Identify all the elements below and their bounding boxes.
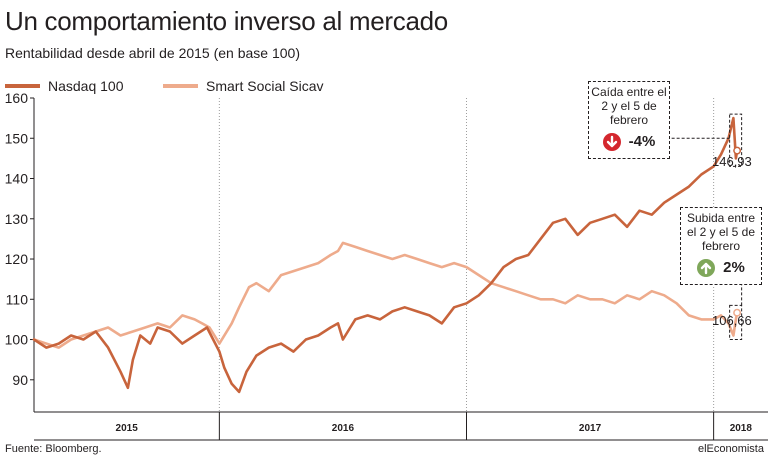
chart-title: Un comportamiento inverso al mercado: [5, 6, 448, 36]
end-marker-nasdaq: [733, 146, 742, 155]
arrow-up-glyph: [700, 262, 712, 275]
y-tick-label-120: 120: [5, 251, 29, 267]
x-tick-label-2017: 2017: [579, 423, 602, 434]
chart-subtitle: Rentabilidad desde abril de 2015 (en bas…: [5, 45, 300, 61]
arrow-down-icon: [602, 133, 621, 151]
y-tick-label-150: 150: [5, 130, 29, 146]
callout-fall-pct: -4%: [628, 133, 656, 150]
legend-swatch-smart: [163, 84, 198, 88]
arrow-down-glyph: [606, 135, 617, 148]
y-tick-label-130: 130: [5, 211, 29, 227]
callout-rise-text: Subida entre el 2 y el 5 de febrero: [686, 211, 756, 253]
legend-item-smart: Smart Social Sicav: [163, 78, 323, 94]
arrow-up-icon: [697, 259, 716, 277]
brand-logo: elEconomista: [697, 443, 764, 455]
callout-fall: Caída entre el 2 y el 5 de febrero -4%: [588, 81, 670, 159]
y-tick-label-160: 160: [5, 90, 29, 106]
callout-fall-text: Caída entre el 2 y el 5 de febrero: [591, 85, 667, 127]
callout-rise-pct: 2%: [723, 259, 745, 276]
end-value-nasdaq: 146,93: [712, 154, 752, 169]
y-tick-label-90: 90: [12, 372, 28, 388]
x-tick-label-2015: 2015: [116, 423, 139, 434]
end-marker-smart: [733, 308, 742, 317]
series-line-smart: [32, 241, 739, 349]
x-tick-label-2016: 2016: [332, 423, 355, 434]
y-tick-label-110: 110: [6, 291, 29, 307]
bracket-nasdaq: [729, 113, 743, 167]
source-note: Fuente: Bloomberg.: [5, 443, 102, 455]
x-tick-label-2018: 2018: [730, 423, 753, 434]
legend-label-smart: Smart Social Sicav: [206, 78, 324, 94]
y-tick-label-100: 100: [5, 332, 29, 348]
y-tick-label-140: 140: [5, 171, 29, 187]
legend-swatch-nasdaq: [5, 84, 40, 88]
bracket-smart: [729, 304, 743, 341]
legend-item-nasdaq: Nasdaq 100: [5, 78, 124, 94]
end-value-smart: 106,66: [712, 313, 752, 328]
callout-rise: Subida entre el 2 y el 5 de febrero 2%: [680, 207, 762, 285]
legend-label-nasdaq: Nasdaq 100: [48, 78, 124, 94]
series-line-nasdaq: [32, 116, 739, 394]
